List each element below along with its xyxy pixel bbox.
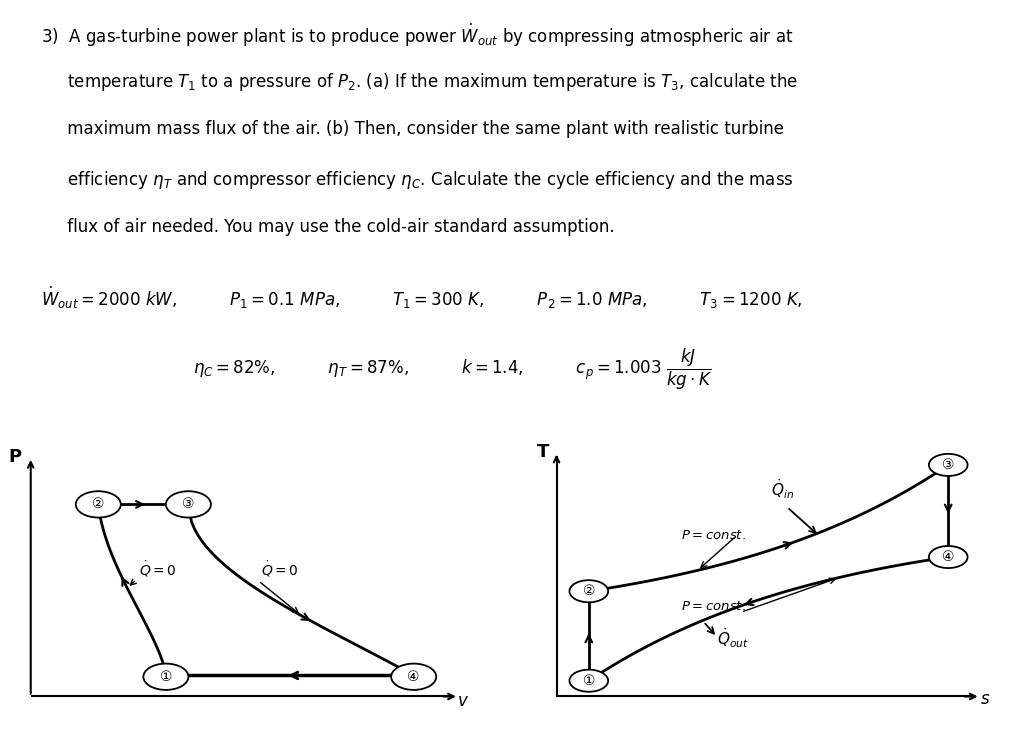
Text: T: T — [537, 443, 549, 461]
Text: ②: ② — [92, 497, 104, 512]
Text: temperature $T_1$ to a pressure of $P_2$. (a) If the maximum temperature is $T_3: temperature $T_1$ to a pressure of $P_2$… — [41, 71, 799, 93]
Circle shape — [166, 491, 211, 518]
Text: $\dot{Q}_{out}$: $\dot{Q}_{out}$ — [717, 626, 750, 650]
Text: $\dot{W}_{out} = 2000\ kW$,          $P_1 = 0.1\ MPa$,          $T_1 = 300\ K$, : $\dot{W}_{out} = 2000\ kW$, $P_1 = 0.1\ … — [41, 285, 803, 311]
Circle shape — [569, 670, 608, 692]
Text: $\eta_C = 82\%$,          $\eta_T = 87\%$,          $k = 1.4$,          $c_p = 1: $\eta_C = 82\%$, $\eta_T = 87\%$, $k = 1… — [194, 347, 713, 393]
Circle shape — [76, 491, 121, 518]
Circle shape — [929, 546, 968, 568]
Text: P: P — [8, 448, 22, 466]
Text: flux of air needed. You may use the cold-air standard assumption.: flux of air needed. You may use the cold… — [41, 218, 614, 236]
Circle shape — [391, 664, 436, 690]
Text: ②: ② — [583, 584, 595, 598]
Text: $v$: $v$ — [458, 692, 469, 710]
Text: $\dot{Q} = 0$: $\dot{Q} = 0$ — [139, 559, 176, 579]
Circle shape — [143, 664, 188, 690]
Text: maximum mass flux of the air. (b) Then, consider the same plant with realistic t: maximum mass flux of the air. (b) Then, … — [41, 120, 784, 138]
Text: ①: ① — [583, 674, 595, 688]
Text: $P = const.$: $P = const.$ — [681, 599, 745, 613]
Text: $\dot{Q}_{in}$: $\dot{Q}_{in}$ — [771, 477, 794, 501]
Text: $\dot{Q} = 0$: $\dot{Q} = 0$ — [260, 559, 298, 579]
Text: ④: ④ — [942, 550, 954, 564]
Circle shape — [569, 580, 608, 602]
Text: 3)  A gas-turbine power plant is to produce power $\dot{W}_{out}$ by compressing: 3) A gas-turbine power plant is to produ… — [41, 22, 794, 49]
Circle shape — [929, 454, 968, 476]
Text: $s$: $s$ — [980, 690, 990, 708]
Text: ③: ③ — [942, 458, 954, 472]
Text: $P = const.$: $P = const.$ — [681, 529, 745, 542]
Text: ④: ④ — [408, 670, 420, 683]
Text: ①: ① — [160, 670, 172, 683]
Text: ③: ③ — [182, 497, 195, 512]
Text: efficiency $\eta_T$ and compressor efficiency $\eta_C$. Calculate the cycle effi: efficiency $\eta_T$ and compressor effic… — [41, 169, 794, 191]
